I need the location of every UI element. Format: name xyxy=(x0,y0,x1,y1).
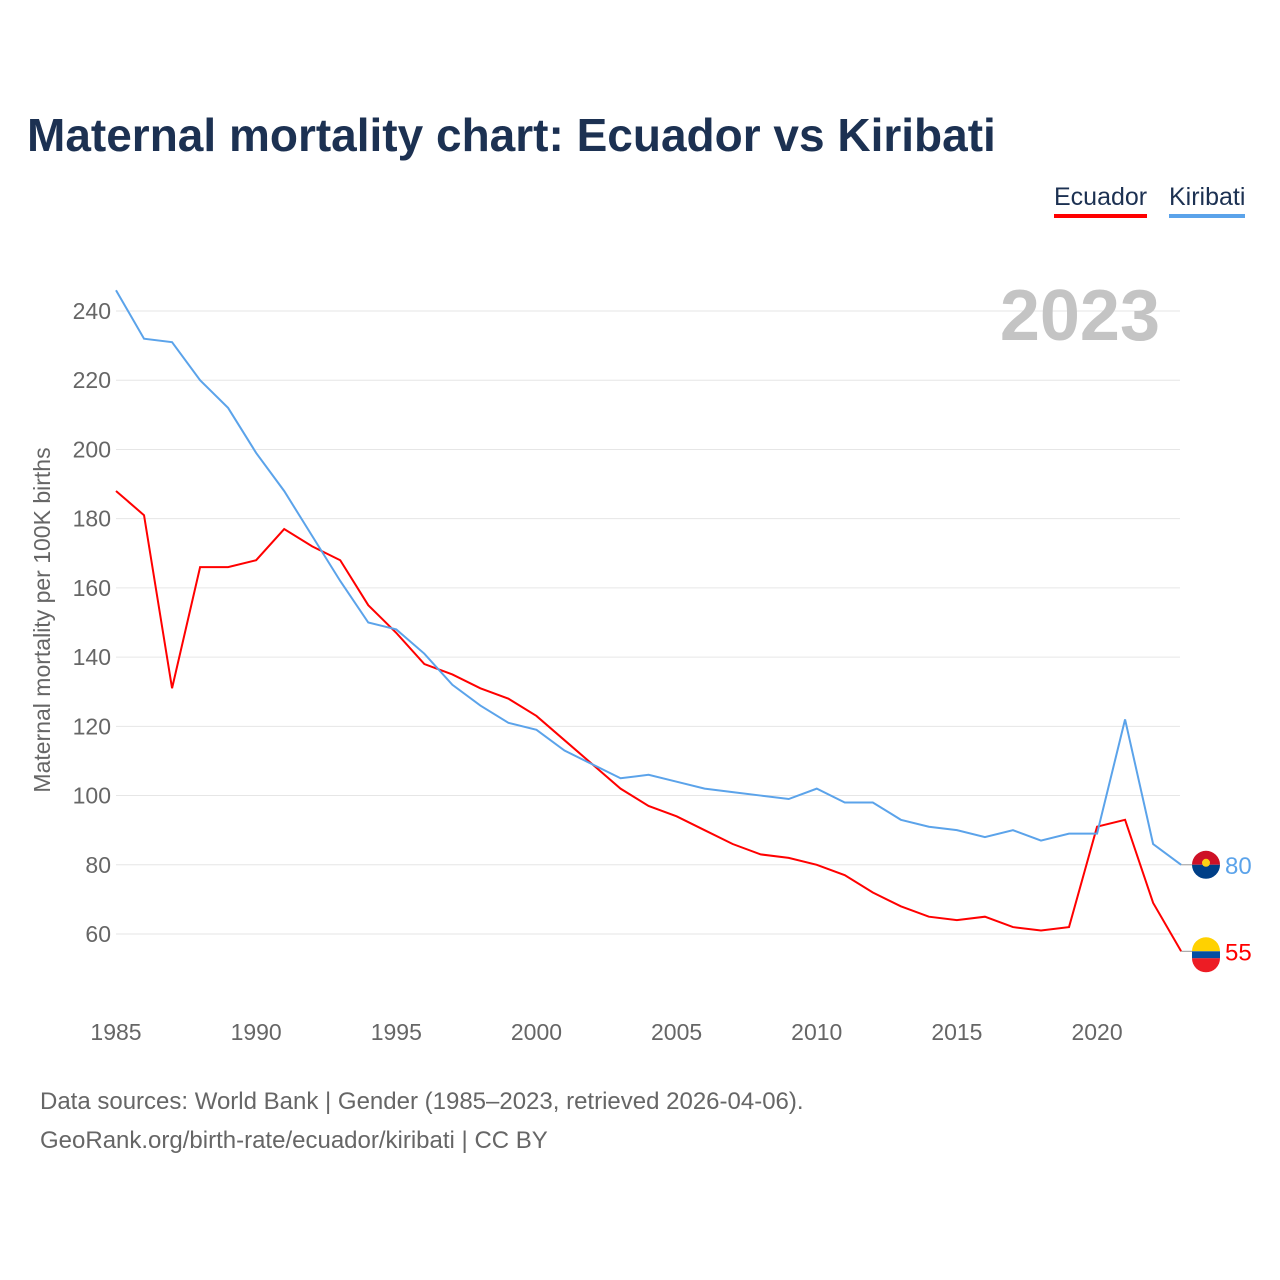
y-tick-label: 220 xyxy=(73,367,111,393)
ecuador-flag-icon xyxy=(1192,951,1220,959)
y-tick-label: 160 xyxy=(73,575,111,601)
y-tick-label: 240 xyxy=(73,298,111,324)
ecuador-flag-icon xyxy=(1192,958,1220,973)
y-tick-label: 180 xyxy=(73,506,111,532)
legend-ecuador[interactable]: Ecuador xyxy=(1054,183,1148,218)
x-tick-label: 2015 xyxy=(931,1019,982,1045)
kiribati-flag-icon xyxy=(1192,864,1220,879)
year-watermark: 2023 xyxy=(1000,276,1160,356)
x-tick-label: 1985 xyxy=(90,1019,141,1045)
y-tick-label: 100 xyxy=(73,783,111,809)
series-line-kiribati xyxy=(115,289,1182,866)
x-tick-label: 1995 xyxy=(371,1019,422,1045)
y-tick-label: 60 xyxy=(85,921,111,947)
x-tick-label: 2005 xyxy=(651,1019,702,1045)
x-tick-label: 1990 xyxy=(231,1019,282,1045)
ecuador-flag-icon xyxy=(1192,937,1220,952)
source-line: Data sources: World Bank | Gender (1985–… xyxy=(40,1088,804,1115)
end-value-label: 80 xyxy=(1225,853,1252,880)
chart-title: Maternal mortality chart: Ecuador vs Kir… xyxy=(27,109,996,161)
y-tick-label: 120 xyxy=(73,713,111,739)
y-axis-label: Maternal mortality per 100K births xyxy=(29,447,55,792)
y-tick-label: 80 xyxy=(85,852,111,878)
x-tick-label: 2020 xyxy=(1071,1019,1122,1045)
end-value-label: 55 xyxy=(1225,939,1252,966)
x-tick-label: 2000 xyxy=(511,1019,562,1045)
y-tick-label: 140 xyxy=(73,644,111,670)
source-link[interactable]: GeoRank.org/birth-rate/ecuador/kiribati … xyxy=(40,1127,548,1154)
x-tick-label: 2010 xyxy=(791,1019,842,1045)
series-line-ecuador xyxy=(115,490,1183,952)
y-tick-label: 200 xyxy=(73,436,111,462)
kiribati-flag-icon xyxy=(1192,850,1220,865)
legend-kiribati[interactable]: Kiribati xyxy=(1169,183,1246,218)
kiribati-flag-icon xyxy=(1202,858,1210,867)
